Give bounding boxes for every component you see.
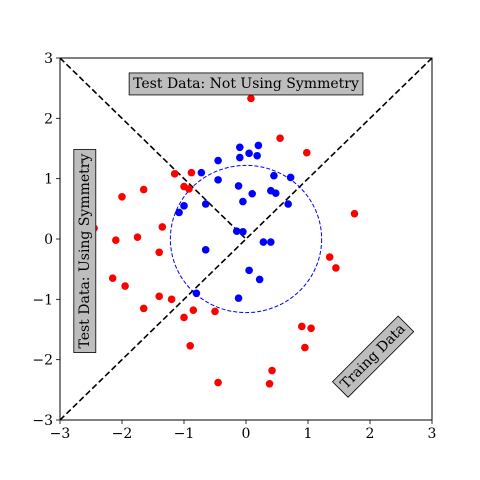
red-point-15 (155, 248, 163, 257)
red-point-23 (189, 306, 198, 314)
blue-point-12 (286, 173, 295, 182)
y-tick-label: 2 (44, 111, 53, 127)
blue-point-9 (234, 182, 243, 190)
y-tick-label: 1 (44, 172, 53, 188)
x-tick-label: −1 (174, 426, 195, 442)
blue-point-1 (236, 143, 244, 152)
blue-point-24 (201, 246, 210, 254)
blue-point-7 (197, 168, 206, 177)
annotation-box (73, 149, 97, 353)
red-point-5 (187, 168, 196, 177)
red-point-17 (332, 264, 340, 272)
red-point-7 (185, 185, 193, 193)
blue-point-19 (175, 208, 183, 217)
red-point-18 (108, 274, 117, 283)
red-point-9 (118, 192, 126, 201)
data-points (90, 94, 359, 388)
red-point-21 (167, 295, 176, 304)
red-point-19 (121, 282, 129, 290)
x-axis: −3 −2 −1 0 1 2 3 (50, 420, 437, 442)
red-point-22 (139, 304, 148, 313)
red-point-24 (211, 307, 219, 316)
reference-lines (60, 58, 432, 420)
blue-point-25 (245, 266, 253, 275)
blue-point-10 (248, 189, 256, 198)
blue-point-14 (271, 189, 280, 197)
blue-point-4 (253, 151, 261, 160)
y-axis: −3 −2 −1 0 1 2 3 (32, 51, 60, 429)
blue-point-15 (239, 197, 247, 206)
annotation-box (128, 72, 364, 96)
red-point-25 (180, 313, 188, 322)
red-point-1 (247, 94, 255, 103)
x-tick-label: −2 (112, 426, 133, 442)
blue-point-27 (192, 289, 201, 298)
diagonal-line-1 (60, 58, 432, 420)
blue-point-28 (234, 294, 243, 302)
blue-point-3 (254, 141, 263, 150)
blue-point-21 (239, 227, 247, 236)
annotation-training-data: Traing Data (331, 315, 415, 398)
red-point-32 (265, 380, 274, 388)
blue-point-20 (232, 227, 241, 235)
x-tick-label: 0 (242, 426, 251, 442)
annotation-using-symmetry: Test Data: Using Symmetry (73, 149, 97, 353)
red-point-16 (325, 253, 334, 261)
blue-point-23 (267, 238, 275, 246)
y-tick-label: −2 (32, 353, 53, 369)
blue-point-18 (201, 200, 210, 208)
y-tick-label: 0 (44, 232, 53, 248)
red-point-4 (170, 170, 179, 178)
y-tick-label: 3 (44, 51, 53, 67)
x-tick-label: 2 (366, 426, 375, 442)
x-tick-label: 1 (304, 426, 313, 442)
red-point-29 (301, 343, 309, 352)
blue-point-6 (214, 156, 222, 165)
red-point-28 (186, 341, 194, 350)
y-tick-label: −1 (32, 292, 53, 308)
blue-point-8 (214, 176, 222, 184)
red-point-26 (298, 322, 306, 331)
diagonal-line-2 (60, 58, 247, 240)
blue-point-26 (255, 275, 264, 284)
red-point-13 (112, 236, 120, 245)
red-point-14 (133, 233, 142, 241)
red-point-31 (214, 378, 222, 387)
x-tick-label: 3 (428, 426, 437, 442)
annotation-label: Test Data: Using Symmetry (77, 153, 93, 348)
blue-point-11 (270, 171, 278, 180)
red-point-20 (155, 292, 163, 301)
red-point-30 (268, 366, 276, 375)
blue-point-2 (245, 149, 253, 158)
red-point-2 (276, 134, 284, 143)
blue-point-22 (259, 238, 268, 246)
blue-point-17 (180, 202, 188, 210)
x-tick-label: −3 (50, 426, 71, 442)
red-point-8 (139, 185, 148, 194)
annotation-box (331, 315, 415, 398)
decision-circle (169, 164, 323, 314)
annotation-not-using-symmetry: Test Data: Not Using Symmetry (128, 72, 364, 96)
red-point-3 (302, 148, 311, 157)
red-point-12 (158, 223, 167, 231)
blue-point-5 (236, 153, 244, 162)
y-tick-label: −3 (32, 413, 53, 429)
red-point-27 (307, 324, 315, 333)
annotation-label: Traing Data (337, 321, 408, 392)
annotation-label: Test Data: Not Using Symmetry (133, 76, 359, 92)
blue-point-16 (284, 200, 292, 208)
red-point-10 (350, 209, 359, 218)
